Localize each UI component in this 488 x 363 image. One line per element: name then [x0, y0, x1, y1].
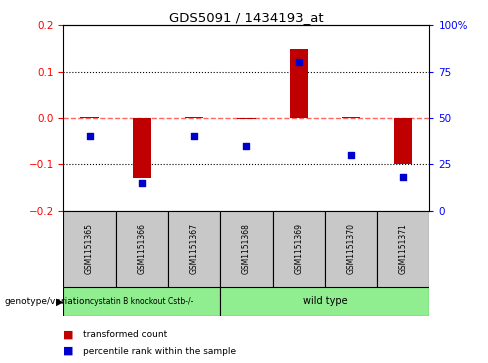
Bar — [289, 49, 308, 118]
Bar — [116, 211, 168, 287]
Bar — [220, 287, 429, 316]
Point — [399, 174, 407, 180]
Bar — [185, 117, 203, 118]
Text: wild type: wild type — [303, 296, 347, 306]
Bar — [63, 211, 116, 287]
Bar — [168, 211, 220, 287]
Point — [347, 152, 355, 158]
Text: GSM1151371: GSM1151371 — [399, 223, 408, 274]
Text: GSM1151370: GSM1151370 — [346, 223, 356, 274]
Point — [138, 180, 146, 186]
Text: ■: ■ — [63, 346, 74, 356]
Bar — [394, 118, 412, 164]
Bar — [325, 211, 377, 287]
Text: transformed count: transformed count — [83, 330, 167, 339]
Point — [243, 143, 250, 149]
Text: GSM1151367: GSM1151367 — [190, 223, 199, 274]
Bar — [133, 118, 151, 178]
Text: percentile rank within the sample: percentile rank within the sample — [83, 347, 236, 356]
Text: GSM1151365: GSM1151365 — [85, 223, 94, 274]
Text: ▶: ▶ — [56, 296, 63, 306]
Text: ■: ■ — [63, 329, 74, 339]
Bar — [237, 118, 256, 119]
Text: GSM1151366: GSM1151366 — [137, 223, 146, 274]
Bar — [377, 211, 429, 287]
Title: GDS5091 / 1434193_at: GDS5091 / 1434193_at — [169, 11, 324, 24]
Text: GSM1151368: GSM1151368 — [242, 223, 251, 274]
Bar — [342, 117, 360, 118]
Text: GSM1151369: GSM1151369 — [294, 223, 303, 274]
Text: cystatin B knockout Cstb-/-: cystatin B knockout Cstb-/- — [90, 297, 194, 306]
Bar — [81, 117, 99, 118]
Bar — [220, 211, 273, 287]
Bar — [273, 211, 325, 287]
Point — [295, 60, 303, 65]
Bar — [63, 287, 220, 316]
Point — [86, 134, 94, 139]
Text: genotype/variation: genotype/variation — [5, 297, 91, 306]
Point — [190, 134, 198, 139]
